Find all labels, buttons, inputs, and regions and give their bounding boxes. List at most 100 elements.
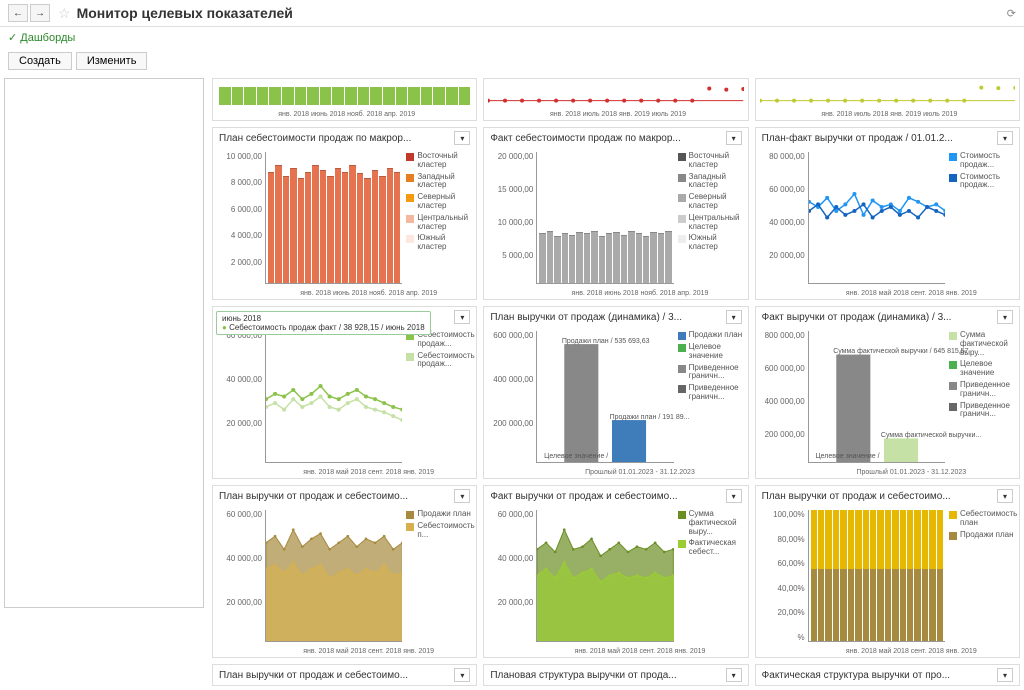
top-strip-panel: янв. 2018 июль 2018 янв. 2019 июль 2019 [483,78,748,121]
edit-button[interactable]: Изменить [76,52,148,70]
chart-panel: План себестоимости продаж по макрор... ▾… [212,127,477,300]
legend-item: Продажи план [678,331,744,340]
legend-item: Приведенное граничн... [949,381,1015,399]
bar-label: Продажи план / 535 693,63 [562,338,650,345]
panel-title: Факт себестоимости продаж по макрор... [490,133,680,144]
panel-title: Фактическая структура выручки от про... [762,670,950,681]
chart-plot [536,152,673,284]
legend-item: Сумма фактической выру... [678,510,744,536]
panel-menu-button[interactable]: ▾ [997,668,1013,682]
legend-item: Стоимость продаж... [949,173,1015,191]
panel-title: Факт выручки от продаж (динамика) / 3... [762,312,952,323]
x-axis-label: Прошлый 01.01.2023 - 31.12.2023 [484,467,747,478]
x-axis-label: янв. 2018 июнь 2018 нояб. 2018 апр. 2019 [484,288,747,299]
panel-title: План выручки от продаж и себестоимо... [762,491,951,502]
legend-item: Северный кластер [406,193,472,211]
chart-panel: Фактическая структура выручки от про... ▾ [755,664,1020,686]
legend-item: Восточный кластер [678,152,744,170]
panel-title: Факт выручки от продаж и себестоимо... [490,491,677,502]
legend-item: Западный кластер [406,173,472,191]
legend-item: Стоимость продаж... [949,152,1015,170]
chart-panel: Факт себестоимости продаж по макрор... ▾… [483,127,748,300]
y-axis: 80 000,0060 000,0040 000,0020 000,00 [760,152,808,284]
legend-item: Приведенное граничн... [949,402,1015,420]
legend-item: Продажи план [949,531,1015,540]
favorite-icon[interactable]: ☆ [58,5,71,22]
refresh-icon[interactable]: ⟳ [1007,7,1016,20]
chart-panel: План выручки от продаж (динамика) / 3...… [483,306,748,479]
panel-menu-button[interactable]: ▾ [726,489,742,503]
bar-label: Сумма фактической выручки / 645 815,57 [833,348,968,355]
y-axis: 10 000,008 000,006 000,004 000,002 000,0… [217,152,265,284]
chart-plot: Сумма фактической выручки / 645 815,57Су… [808,331,945,463]
legend-item: Центральный кластер [678,214,744,232]
bar-label: Сумма фактической выручки... [881,432,981,439]
chart-plot [265,510,402,642]
toolbar: Дашборды [0,27,1024,48]
chart-legend: Продажи планЦелевое значениеПриведенное … [674,331,744,463]
panel-menu-button[interactable]: ▾ [726,310,742,324]
panel-title: План выручки от продаж и себестоимо... [219,670,408,681]
chart-plot: июнь 2018● Себестоимость продаж факт / 3… [265,331,402,463]
nav-forward-button[interactable]: → [30,4,50,22]
chart-plot [808,510,945,642]
panel-menu-button[interactable]: ▾ [726,131,742,145]
x-axis-label: Прошлый 01.01.2023 - 31.12.2023 [756,467,1019,478]
chart-panel: Плановая структура выручки от прода... ▾ [483,664,748,686]
panel-title: План-факт выручки от продаж / 01.01.2... [762,133,953,144]
panel-menu-button[interactable]: ▾ [997,310,1013,324]
chart-panel: Факт выручки от продаж и себестоимо... ▾… [483,485,748,658]
dashboards-link[interactable]: Дашборды [8,31,75,44]
y-axis: 800 000,00600 000,00400 000,00200 000,00 [760,331,808,463]
panel-menu-button[interactable]: ▾ [454,131,470,145]
main-content: янв. 2018 июнь 2018 нояб. 2018 апр. 2019… [0,74,1024,690]
chart-legend: Стоимость продаж... Стоимость продаж... [945,152,1015,284]
panel-title: План выручки от продаж и себестоимо... [219,491,408,502]
chart-plot [265,152,402,284]
baseline-label: Целевое значение / [815,453,879,460]
toolbar-buttons: Создать Изменить [0,48,1024,74]
panel-title: План себестоимости продаж по макрор... [219,133,411,144]
chart-legend: Себестоимость продаж...Себестоимость про… [402,331,472,463]
panel-menu-button[interactable]: ▾ [454,668,470,682]
chart-legend: Восточный кластерЗападный кластерСеверны… [402,152,472,284]
header: ← → ☆ Монитор целевых показателей ⟳ [0,0,1024,27]
create-button[interactable]: Создать [8,52,72,70]
x-axis-label: янв. 2018 июнь 2018 нояб. 2018 апр. 2019 [213,109,476,120]
sidebar[interactable] [4,78,204,608]
chart-tooltip: июнь 2018● Себестоимость продаж факт / 3… [216,311,431,335]
panel-menu-button[interactable]: ▾ [454,310,470,324]
legend-item: Северный кластер [678,193,744,211]
x-axis-label: янв. 2018 май 2018 сент. 2018 янв. 2019 [213,467,476,478]
bar-label: Продажи план / 191 89... [610,414,690,421]
top-strip-panel: янв. 2018 июнь 2018 нояб. 2018 апр. 2019 [212,78,477,121]
panel-menu-button[interactable]: ▾ [726,668,742,682]
x-axis-label: янв. 2018 май 2018 сент. 2018 янв. 2019 [213,646,476,657]
chart-plot [536,510,673,642]
x-axis-label: янв. 2018 май 2018 сент. 2018 янв. 2019 [756,288,1019,299]
chart-panel: План выручки от продаж и себестоимо... ▾ [212,664,477,686]
panel-title: Плановая структура выручки от прода... [490,670,676,681]
y-axis: 60 000,0040 000,0020 000,00 [488,510,536,642]
legend-item: Себестоимость план [949,510,1015,528]
legend-item: Себестоимость п... [406,522,472,540]
legend-item: Себестоимость продаж... [406,352,472,370]
panel-menu-button[interactable]: ▾ [997,131,1013,145]
baseline-label: Целевое значение / [544,453,608,460]
panel-menu-button[interactable]: ▾ [454,489,470,503]
panel-menu-button[interactable]: ▾ [997,489,1013,503]
page-title: Монитор целевых показателей [77,5,293,21]
chart-panel: План выручки от продаж и себестоимо... ▾… [755,485,1020,658]
chart-legend: Продажи планСебестоимость п... [402,510,472,642]
legend-item: Приведенное граничн... [678,364,744,382]
y-axis: 100,00%80,00%60,00%40,00%20,00%% [760,510,808,642]
legend-item: Западный кластер [678,173,744,191]
chart-plot [808,152,945,284]
legend-item: Центральный кластер [406,214,472,232]
legend-item: Южный кластер [678,234,744,252]
y-axis: 60 000,0040 000,0020 000,00 [217,331,265,463]
chart-legend: Восточный кластер Западный кластер Северны… [674,152,744,284]
nav-back-button[interactable]: ← [8,4,28,22]
x-axis-label: янв. 2018 май 2018 сент. 2018 янв. 2019 [756,646,1019,657]
legend-item: Целевое значение [949,360,1015,378]
